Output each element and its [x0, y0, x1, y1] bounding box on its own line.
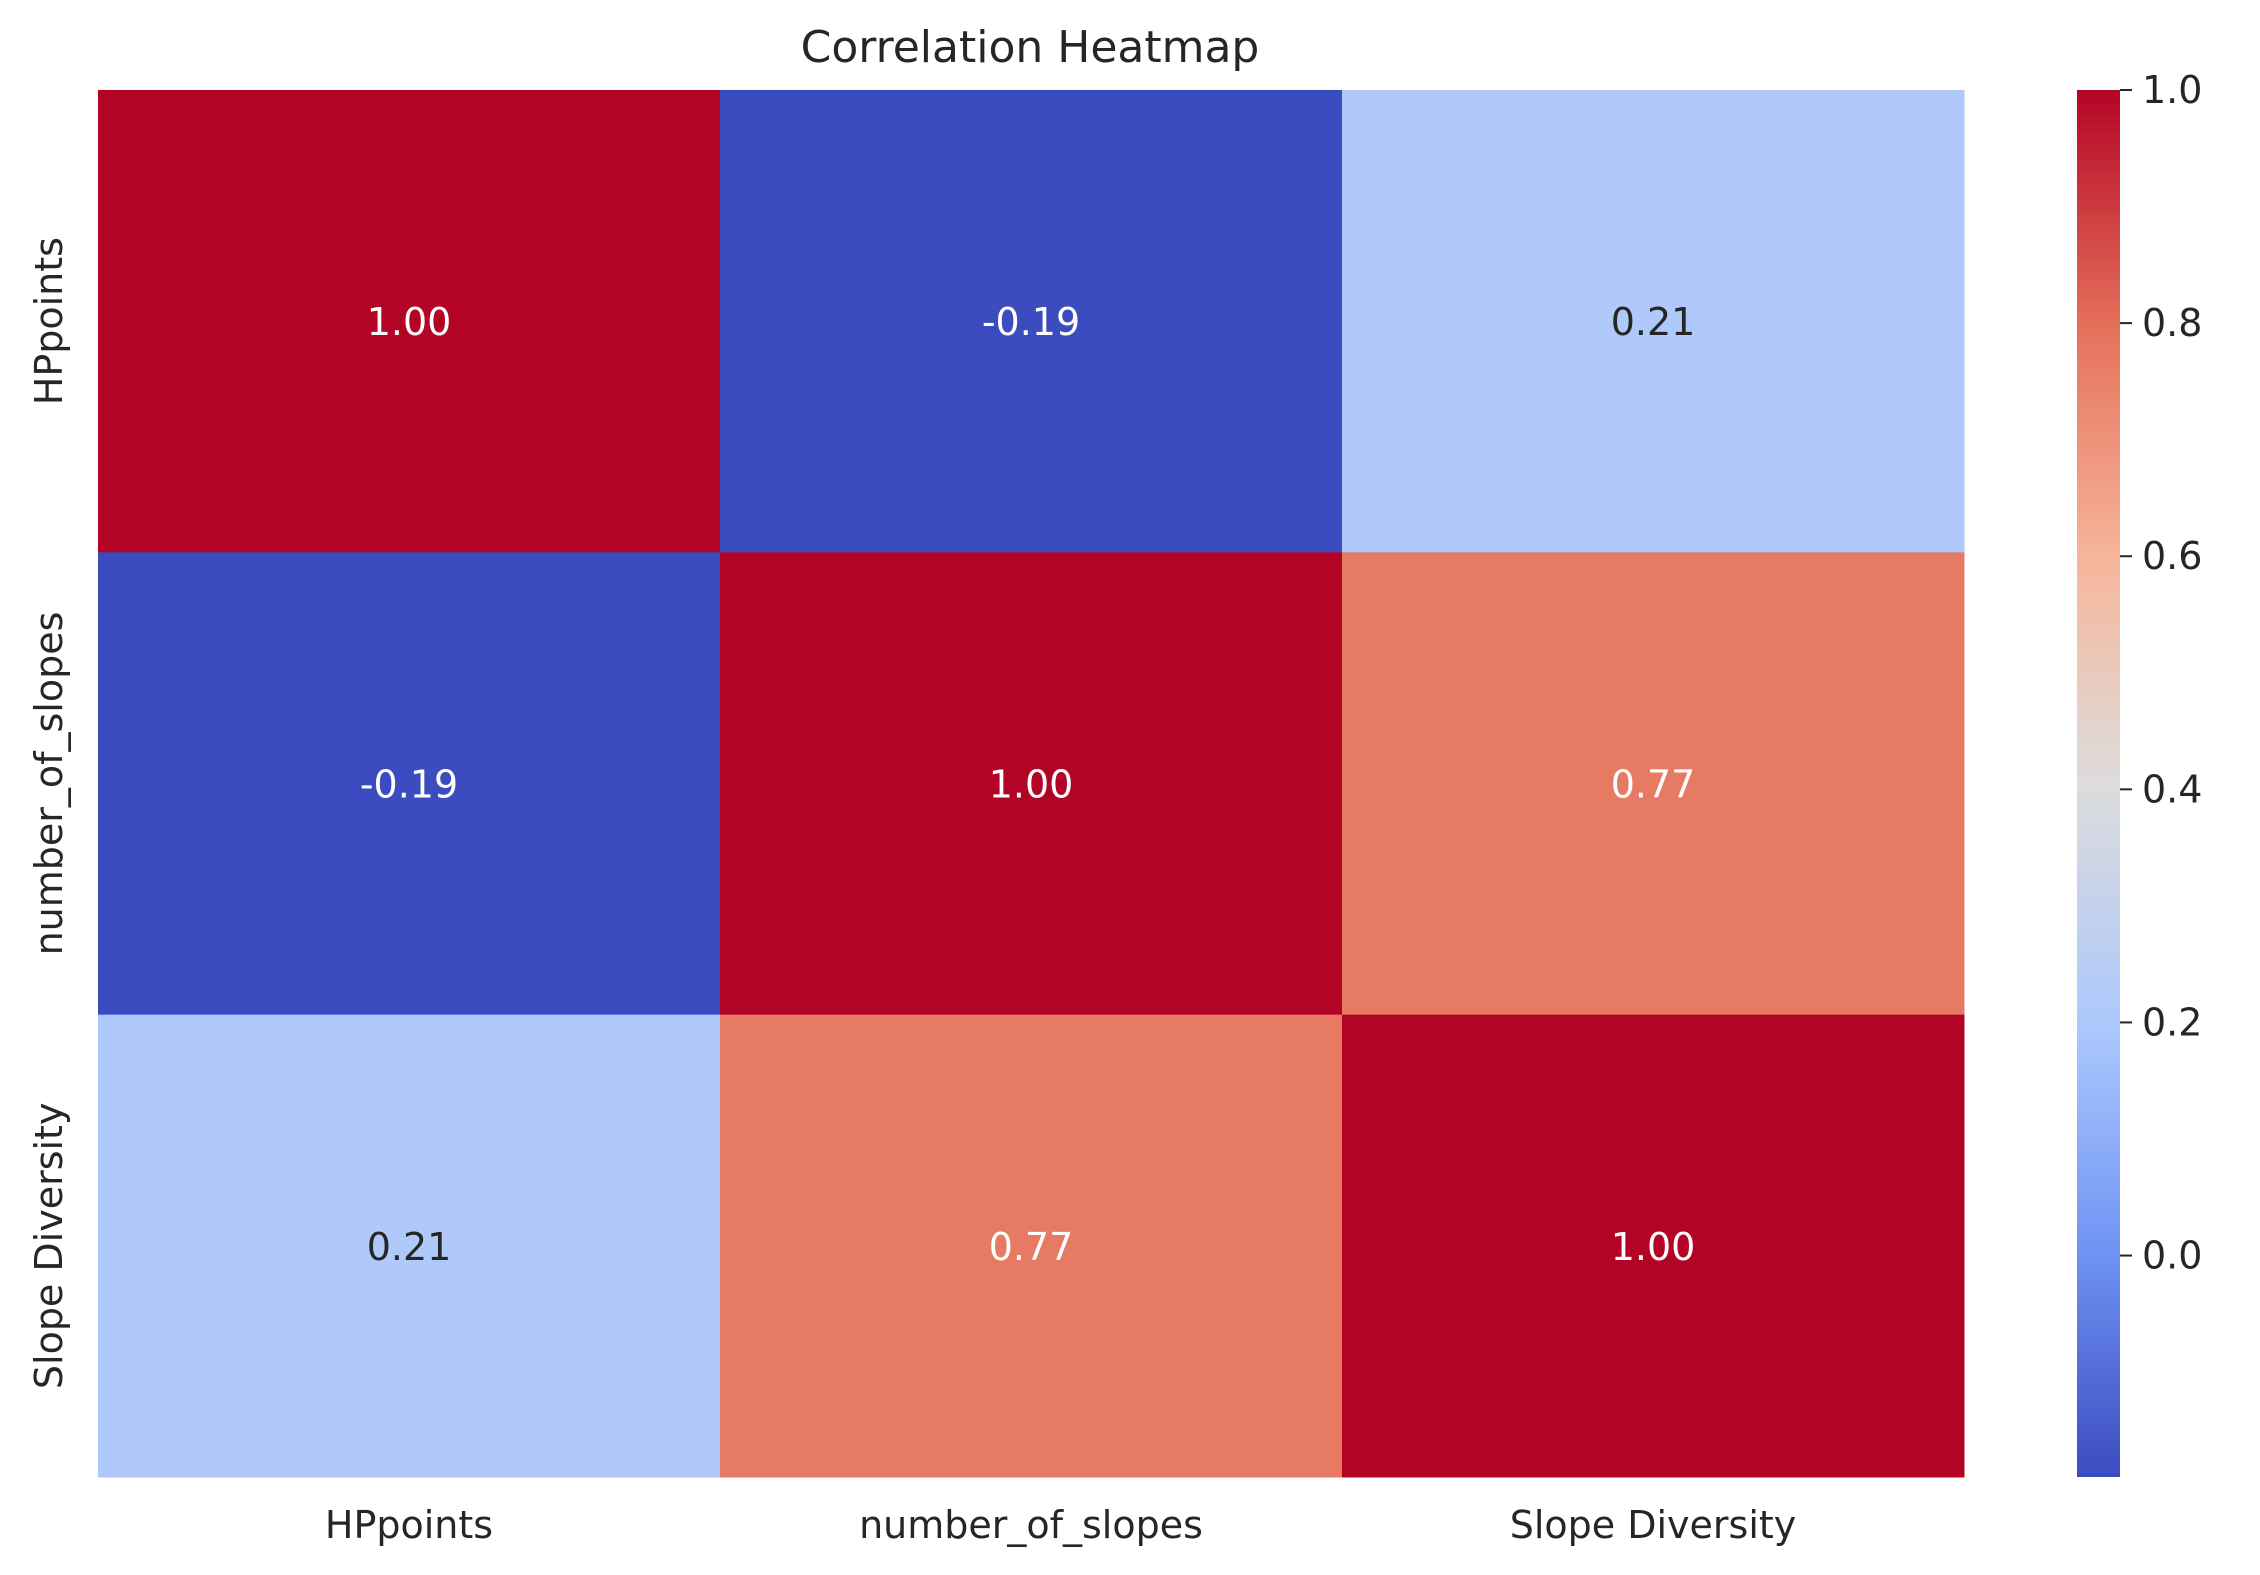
- x-axis-tick-labels: HPpoints number_of_slopes Slope Diversity: [325, 1503, 1796, 1547]
- heatmap-cell-label: 1.00: [367, 300, 452, 344]
- heatmap-cell: [1342, 1014, 1965, 1478]
- chart-title: Correlation Heatmap: [801, 22, 1260, 73]
- heatmap-cell-label: 0.21: [367, 1225, 452, 1269]
- colorbar-tick-label: 0.6: [2142, 534, 2202, 578]
- heatmap-cell: [720, 1014, 1343, 1478]
- heatmap-cell: [720, 90, 1343, 553]
- y-axis-tick-labels: HPpoints number_of_slopes Slope Diversity: [27, 237, 71, 1389]
- heatmap-cell: [98, 1014, 721, 1478]
- heatmap-cell: [1342, 552, 1965, 1016]
- colorbar-tick-label: 1.0: [2142, 68, 2202, 112]
- heatmap-cell-label: 0.77: [989, 1225, 1074, 1269]
- heatmap-cell: [1342, 90, 1965, 553]
- x-axis-tick-label: Slope Diversity: [1510, 1503, 1797, 1547]
- heatmap-cell-label: 0.21: [1611, 300, 1696, 344]
- colorbar-tick-label: 0.4: [2142, 767, 2202, 811]
- y-axis-tick-label: number_of_slopes: [27, 612, 71, 956]
- y-axis-tick-label: HPpoints: [27, 237, 71, 405]
- heatmap-cell: [98, 552, 721, 1016]
- heatmap-cell-labels: 1.00 -0.19 0.21 -0.19 1.00 0.77 0.21 0.77 1.00: [360, 300, 1695, 1269]
- heatmap-cell-label: -0.19: [982, 300, 1080, 344]
- colorbar: [2077, 90, 2120, 1477]
- colorbar-tick-labels: 0.0 0.2 0.4 0.6 0.8 1.0: [2120, 68, 2202, 1278]
- heatmap-cell-label: -0.19: [360, 763, 458, 807]
- heatmap-cell: [98, 90, 721, 553]
- x-axis-tick-label: number_of_slopes: [859, 1503, 1203, 1547]
- colorbar-tick-label: 0.2: [2142, 1000, 2202, 1044]
- x-axis-tick-label: HPpoints: [325, 1503, 493, 1547]
- heatmap-cells: [98, 90, 1965, 1478]
- colorbar-tick-label: 0.0: [2142, 1234, 2202, 1278]
- heatmap-cell-label: 1.00: [1611, 1225, 1696, 1269]
- heatmap-cell-label: 1.00: [989, 763, 1074, 807]
- heatmap-cell-label: 0.77: [1611, 763, 1696, 807]
- y-axis-tick-label: Slope Diversity: [27, 1103, 71, 1390]
- colorbar-tick-label: 0.8: [2142, 301, 2202, 345]
- heatmap-cell: [720, 552, 1343, 1016]
